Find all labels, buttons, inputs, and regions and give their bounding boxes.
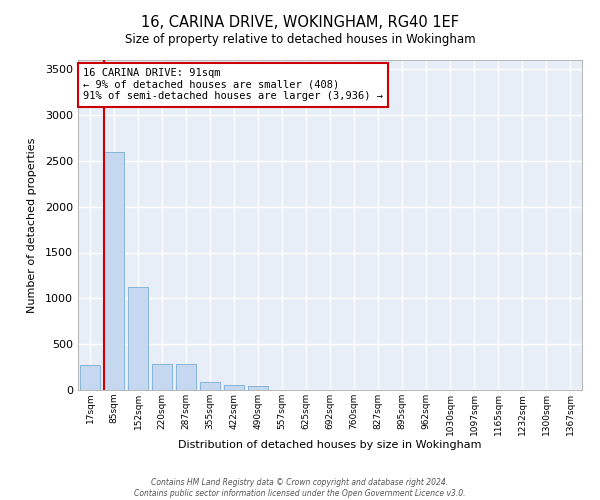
Bar <box>152 364 172 390</box>
Bar <box>80 365 100 390</box>
Text: 16 CARINA DRIVE: 91sqm
← 9% of detached houses are smaller (408)
91% of semi-det: 16 CARINA DRIVE: 91sqm ← 9% of detached … <box>83 68 383 102</box>
X-axis label: Distribution of detached houses by size in Wokingham: Distribution of detached houses by size … <box>178 440 482 450</box>
Text: Contains HM Land Registry data © Crown copyright and database right 2024.
Contai: Contains HM Land Registry data © Crown c… <box>134 478 466 498</box>
Bar <box>128 288 148 390</box>
Text: Size of property relative to detached houses in Wokingham: Size of property relative to detached ho… <box>125 32 475 46</box>
Bar <box>176 364 196 390</box>
Text: 16, CARINA DRIVE, WOKINGHAM, RG40 1EF: 16, CARINA DRIVE, WOKINGHAM, RG40 1EF <box>141 15 459 30</box>
Bar <box>248 386 268 390</box>
Y-axis label: Number of detached properties: Number of detached properties <box>26 138 37 312</box>
Bar <box>104 152 124 390</box>
Bar <box>224 385 244 390</box>
Bar <box>200 382 220 390</box>
